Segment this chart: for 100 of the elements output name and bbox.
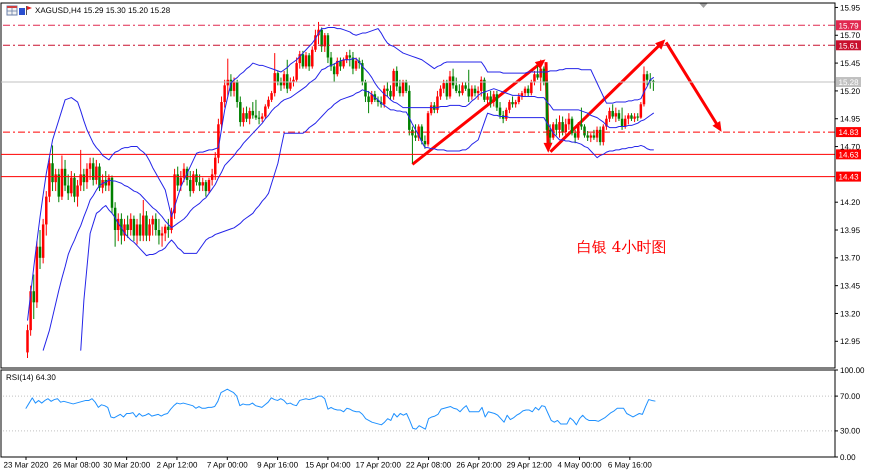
candlestick — [561, 116, 564, 136]
x-tick-label: 30 Mar 20:00 — [103, 460, 151, 470]
candlestick — [389, 84, 392, 100]
ref-line-label: 14.43 — [838, 172, 860, 182]
candlestick — [539, 59, 542, 92]
candlestick — [627, 112, 630, 125]
candlestick — [51, 144, 54, 192]
candlestick — [518, 92, 520, 105]
x-tick-label: 4 May 00:00 — [558, 460, 602, 470]
x-tick-label: 6 May 16:00 — [608, 460, 652, 470]
y-tick-label: 14.95 — [840, 114, 861, 124]
candlestick — [248, 107, 251, 125]
y-tick-label: 15.95 — [840, 3, 861, 12]
candlestick — [614, 107, 618, 123]
candlestick — [245, 106, 248, 123]
line-series — [26, 388, 656, 430]
candlestick — [130, 212, 132, 236]
candlestick — [308, 52, 310, 72]
candlestick — [132, 215, 136, 242]
y-tick-label: 30.00 — [840, 426, 861, 436]
candlestick — [598, 126, 602, 146]
ref-line-label: 15.79 — [838, 21, 860, 30]
candlestick — [126, 215, 129, 238]
x-tick-label: 17 Apr 20:00 — [356, 460, 402, 470]
candlestick — [420, 124, 424, 145]
x-tick-label: 23 Mar 2020 — [4, 460, 50, 470]
y-tick-label: 15.70 — [840, 31, 861, 40]
candlestick — [526, 84, 530, 97]
y-tick-label: 13.95 — [840, 226, 861, 235]
y-tick-label: 13.70 — [840, 254, 861, 263]
candlestick — [148, 218, 151, 242]
candlestick — [320, 26, 323, 52]
y-tick-label: 12.95 — [840, 337, 861, 346]
candlestick — [489, 90, 492, 108]
candlestick — [486, 92, 489, 105]
candlestick — [38, 230, 42, 270]
candlestick — [138, 212, 142, 242]
candlestick — [492, 90, 496, 107]
x-tick-label: 22 Apr 08:00 — [406, 460, 452, 470]
candlestick — [92, 157, 94, 186]
y-tick-label: 14.70 — [840, 142, 861, 152]
candlestick — [302, 50, 304, 70]
candlestick — [142, 199, 145, 242]
candlestick — [254, 99, 258, 120]
candlestick — [145, 210, 148, 242]
x-tick-label: 7 Apr 00:00 — [206, 460, 248, 470]
candlestick — [354, 57, 358, 72]
candlestick — [592, 129, 596, 140]
candlestick — [536, 66, 539, 80]
candlestick — [167, 218, 170, 238]
candlestick — [160, 226, 164, 248]
candlestick — [467, 69, 470, 103]
candlestick — [474, 84, 476, 97]
candlestick — [646, 70, 648, 86]
ref-line-label: 15.61 — [838, 41, 860, 50]
x-tick-label: 29 Apr 12:00 — [506, 460, 552, 470]
candlestick — [32, 274, 36, 320]
candlestick — [480, 76, 483, 97]
candlestick — [446, 79, 448, 100]
candlestick — [448, 70, 452, 100]
candlestick — [382, 84, 386, 108]
candlestick — [452, 68, 454, 90]
candlestick — [188, 170, 192, 198]
candlestick — [73, 172, 76, 203]
candlestick — [611, 104, 614, 120]
candlestick — [324, 32, 326, 52]
candlestick — [524, 86, 526, 97]
candlestick — [620, 107, 624, 130]
y-tick-label: 15.20 — [840, 86, 861, 96]
candlestick — [511, 96, 514, 108]
candlestick — [282, 70, 286, 90]
y-tick-label: 100.00 — [840, 366, 866, 375]
candlestick — [242, 107, 245, 128]
candlestick — [252, 102, 254, 120]
y-tick-label: 14.20 — [840, 198, 861, 208]
x-tick-label: 26 Mar 08:00 — [52, 460, 100, 470]
candlestick — [232, 77, 236, 97]
chart-title: RSI(14) 64.30 — [6, 373, 56, 382]
candlestick — [470, 84, 474, 100]
ref-line-label: 15.28 — [838, 78, 860, 88]
candlestick — [461, 82, 464, 96]
x-tick-label: 15 Apr 04:00 — [305, 460, 352, 470]
y-tick-label: 0.00 — [840, 452, 856, 462]
y-tick-label: 70.00 — [840, 392, 861, 401]
chart-title: XAGUSD,H4 15.29 15.30 15.20 15.28 — [35, 6, 171, 15]
ref-line-label: 14.63 — [838, 150, 860, 160]
y-tick-label: 13.20 — [840, 309, 861, 318]
candlestick — [636, 112, 639, 122]
candlestick — [555, 118, 558, 136]
candlestick — [304, 51, 308, 70]
candlestick — [136, 218, 138, 245]
x-tick-label: 9 Apr 16:00 — [257, 460, 299, 470]
candlestick — [176, 166, 179, 192]
y-tick-label: 13.45 — [840, 281, 861, 290]
x-tick-label: 26 Apr 20:00 — [456, 460, 502, 470]
y-tick-label: 15.45 — [840, 58, 861, 68]
candlestick — [624, 114, 626, 130]
annotation: 白银 4小时图 — [577, 238, 666, 256]
candlestick — [204, 179, 208, 198]
candlestick — [386, 82, 389, 97]
